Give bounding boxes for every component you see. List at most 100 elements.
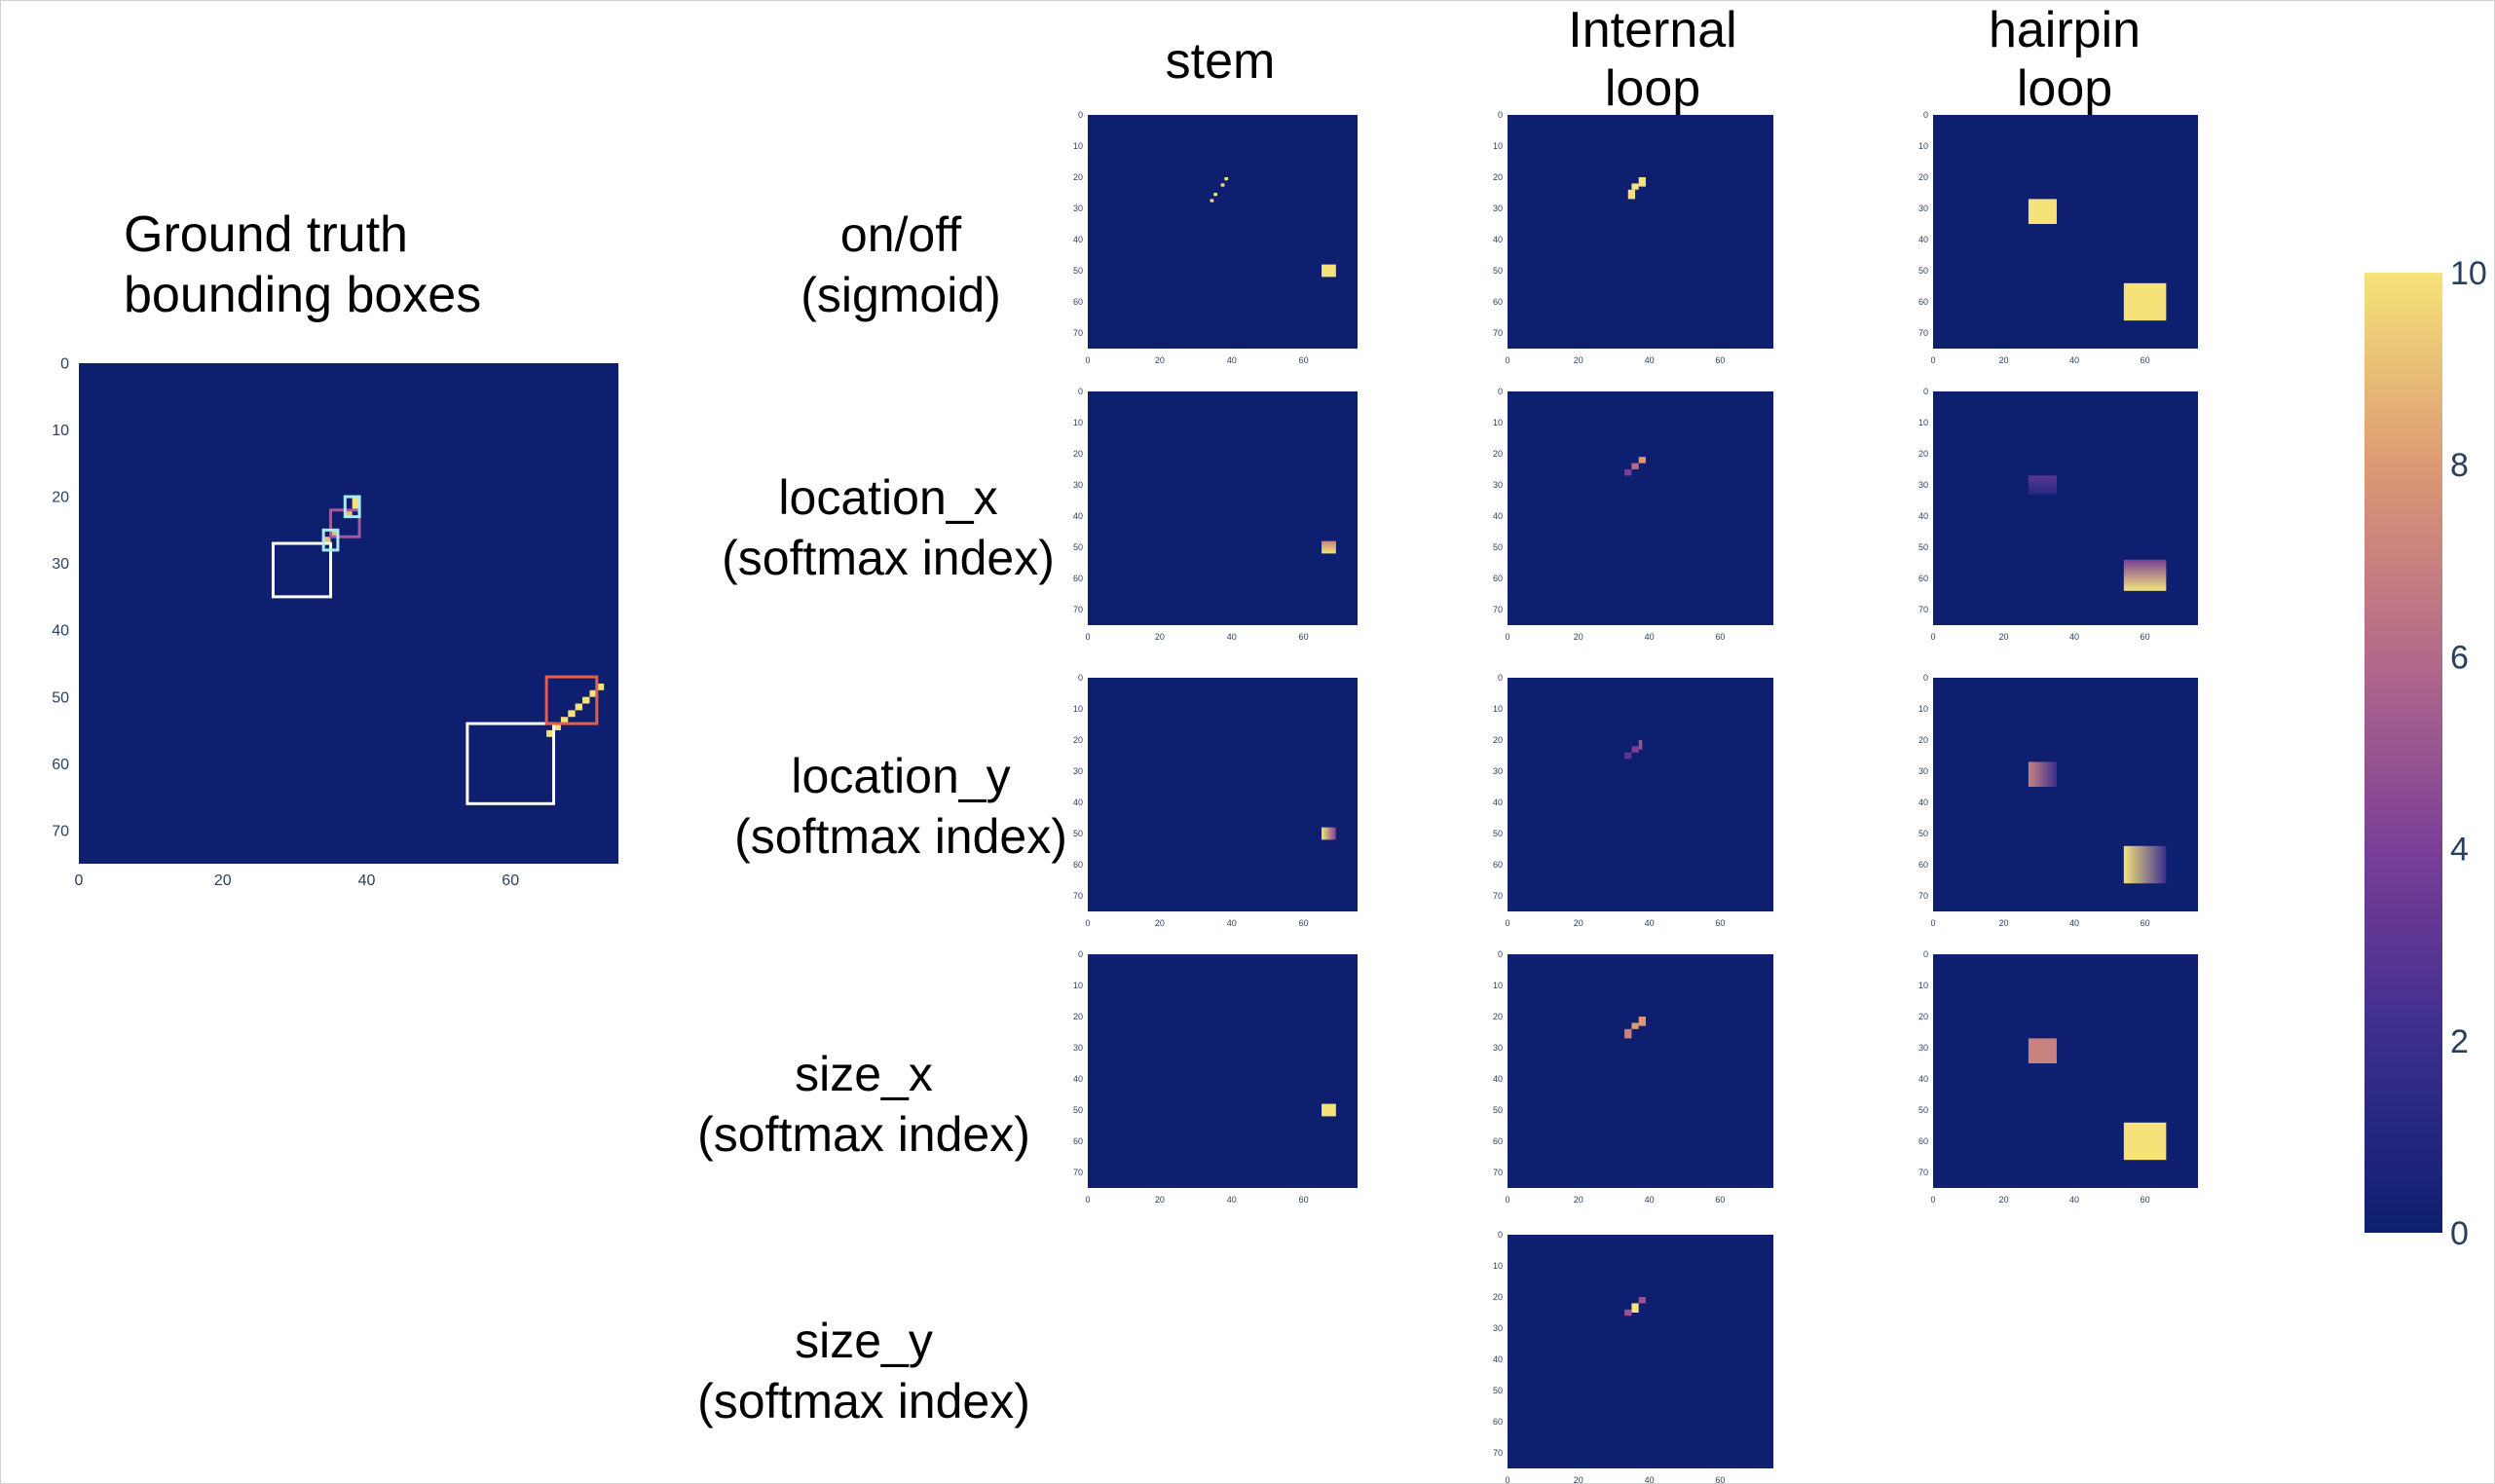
panel-onoff-internal-loop-patch	[1638, 177, 1646, 187]
panel-location-x-hairpin-loop-x-tick-label: 0	[1930, 632, 1935, 642]
panel-location-x-internal-loop-x-tick-label: 40	[1645, 632, 1655, 642]
panel-size-x-hairpin-loop-y-tick-label: 50	[1918, 1105, 1928, 1115]
panel-onoff-hairpin-loop-x-tick-label: 40	[2069, 355, 2079, 365]
panel-size-y-internal-loop-y-tick-label: 10	[1493, 1261, 1503, 1271]
panel-location-y-internal-loop-x-tick-label: 20	[1574, 918, 1583, 928]
panel-location-y-stem-y-tick-label: 20	[1073, 735, 1083, 745]
panel-location-x-hairpin-loop-y-tick-label: 20	[1918, 449, 1928, 459]
colorbar-tick-label: 8	[2450, 447, 2469, 484]
colorbar-tick-label: 2	[2450, 1023, 2469, 1060]
panel-location-y-hairpin-loop-y-tick-label: 70	[1918, 891, 1928, 901]
panel-onoff-stem-x-tick-label: 40	[1227, 355, 1237, 365]
ground-truth-x-tick-label: 40	[358, 872, 376, 889]
panel-onoff-internal-loop-x-tick-label: 40	[1645, 355, 1655, 365]
panel-size-x-internal-loop-patch	[1624, 1028, 1632, 1039]
panel-location-x-stem: 0 20 40 60 0 10 20 30 40 50 60 70	[1073, 387, 1358, 642]
panel-location-y-internal-loop-x-tick-label: 40	[1645, 918, 1655, 928]
panel-size-x-stem-background	[1088, 954, 1358, 1188]
panel-location-x-internal-loop-patch	[1631, 463, 1639, 469]
ground-truth-cell	[546, 729, 554, 737]
panel-location-y-internal-loop-y-tick-label: 60	[1493, 860, 1503, 870]
panel-size-x-stem-y-tick-label: 50	[1073, 1105, 1083, 1115]
panel-size-y-internal-loop-patch	[1638, 1297, 1646, 1304]
panel-size-x-internal-loop-x-tick-label: 40	[1645, 1195, 1655, 1205]
panel-size-x-hairpin-loop-x-tick-label: 0	[1930, 1195, 1935, 1205]
panel-location-y-stem-y-tick-label: 60	[1073, 860, 1083, 870]
panel-size-x-internal-loop-x-tick-label: 60	[1715, 1195, 1725, 1205]
panel-size-x-stem-y-tick-label: 10	[1073, 981, 1083, 990]
panel-location-y-hairpin-loop-patch	[2123, 845, 2167, 884]
panel-onoff-internal-loop-y-tick-label: 10	[1493, 141, 1503, 151]
panel-location-x-hairpin-loop-patch	[2123, 559, 2167, 591]
panel-size-y-internal-loop-x-tick-label: 0	[1505, 1475, 1509, 1484]
panel-onoff-internal-loop-background	[1508, 115, 1773, 349]
panel-size-x-hairpin-loop-patch	[2123, 1122, 2167, 1161]
row-label-location-x-line1: location_x	[778, 470, 998, 525]
panel-size-y-internal-loop-y-tick-label: 0	[1498, 1230, 1503, 1240]
panel-size-x-stem-x-tick-label: 60	[1299, 1195, 1309, 1205]
ground-truth-background	[79, 363, 618, 864]
panel-onoff-stem-y-tick-label: 40	[1073, 235, 1083, 244]
panel-onoff-stem-y-tick-label: 60	[1073, 297, 1083, 307]
colorbar-gradient	[2365, 273, 2442, 1233]
panel-onoff-hairpin-loop-y-tick-label: 20	[1918, 172, 1928, 182]
ground-truth-cell	[575, 703, 583, 711]
panel-location-x-hairpin-loop: 0 20 40 60 0 10 20 30 40 50 60 70	[1918, 387, 2198, 642]
ground-truth-y-tick-label: 40	[52, 623, 69, 640]
ground-truth-heatmap: 0 20 40 60 0 10 20 30 40 50 60 70	[52, 356, 618, 889]
panel-location-x-hairpin-loop-y-tick-label: 0	[1923, 387, 1928, 396]
panel-size-x-internal-loop-y-tick-label: 50	[1493, 1105, 1503, 1115]
column-header-hairpin-loop-line1: hairpin	[1988, 2, 2141, 58]
panel-location-y-stem-x-tick-label: 60	[1299, 918, 1309, 928]
panel-location-y-stem-patch	[1322, 827, 1336, 840]
panel-onoff-internal-loop-patch	[1631, 183, 1639, 190]
ground-truth-bounding-box	[343, 495, 361, 519]
panel-onoff-stem-patch	[1322, 264, 1336, 278]
panel-location-y-internal-loop-y-tick-label: 10	[1493, 704, 1503, 714]
panel-size-x-internal-loop-x-tick-label: 0	[1505, 1195, 1509, 1205]
panel-location-x-internal-loop-y-tick-label: 10	[1493, 418, 1503, 427]
panel-size-x-hairpin-loop-y-tick-label: 20	[1918, 1012, 1928, 1021]
panel-location-y-stem-background	[1088, 678, 1358, 911]
panel-size-x-internal-loop-y-tick-label: 70	[1493, 1168, 1503, 1177]
panel-location-x-stem-y-tick-label: 30	[1073, 480, 1083, 490]
panel-location-x-stem-x-tick-label: 40	[1227, 632, 1237, 642]
ground-truth-y-tick-label: 10	[52, 423, 69, 439]
panel-size-x-stem-x-tick-label: 20	[1155, 1195, 1165, 1205]
panel-onoff-hairpin-loop-x-tick-label: 0	[1930, 355, 1935, 365]
ground-truth-bounding-box	[465, 722, 556, 805]
panel-onoff-stem-y-tick-label: 70	[1073, 328, 1083, 338]
panel-location-y-stem-y-tick-label: 40	[1073, 798, 1083, 807]
panel-location-y-hairpin-loop-x-tick-label: 60	[2141, 918, 2150, 928]
panel-size-y-internal-loop-y-tick-label: 40	[1493, 1354, 1503, 1364]
row-label-size-y-line1: size_y	[795, 1314, 933, 1368]
panel-size-y-internal-loop-y-tick-label: 30	[1493, 1323, 1503, 1333]
panel-location-y-internal-loop-patch	[1631, 746, 1639, 753]
panel-location-y-internal-loop-y-tick-label: 50	[1493, 829, 1503, 838]
panel-location-x-internal-loop-y-tick-label: 50	[1493, 542, 1503, 552]
panel-size-y-internal-loop-x-tick-label: 40	[1645, 1475, 1655, 1484]
panel-location-x-stem-y-tick-label: 70	[1073, 605, 1083, 614]
panel-location-y-hairpin-loop-y-tick-label: 50	[1918, 829, 1928, 838]
panel-size-x-hairpin-loop-x-tick-label: 20	[1999, 1195, 2009, 1205]
panel-location-y-internal-loop-x-tick-label: 0	[1505, 918, 1509, 928]
panel-size-x-stem-y-tick-label: 0	[1078, 949, 1083, 959]
ground-truth-cell	[352, 502, 360, 510]
panel-location-y-stem-y-tick-label: 0	[1078, 673, 1083, 683]
panel-location-y-stem-y-tick-label: 30	[1073, 766, 1083, 776]
panel-location-y-stem-y-tick-label: 50	[1073, 829, 1083, 838]
panel-size-x-internal-loop-x-tick-label: 20	[1574, 1195, 1583, 1205]
panel-size-x-stem-x-tick-label: 0	[1085, 1195, 1090, 1205]
panel-onoff-hairpin-loop-x-tick-label: 20	[1999, 355, 2009, 365]
panel-size-x-hairpin-loop-x-tick-label: 60	[2141, 1195, 2150, 1205]
panel-size-x-internal-loop-patch	[1638, 1017, 1646, 1026]
panel-onoff-internal-loop-x-tick-label: 60	[1715, 355, 1725, 365]
panel-location-y-internal-loop-y-tick-label: 40	[1493, 798, 1503, 807]
ground-truth-cell	[560, 717, 569, 724]
panel-onoff-internal-loop: 0 20 40 60 0 10 20 30 40 50 60 70	[1493, 110, 1773, 365]
panel-size-y-internal-loop-y-tick-label: 60	[1493, 1417, 1503, 1427]
panel-location-y-stem-y-tick-label: 10	[1073, 704, 1083, 714]
colorbar-tick-label: 0	[2450, 1215, 2469, 1252]
panel-onoff-internal-loop-y-tick-label: 40	[1493, 235, 1503, 244]
